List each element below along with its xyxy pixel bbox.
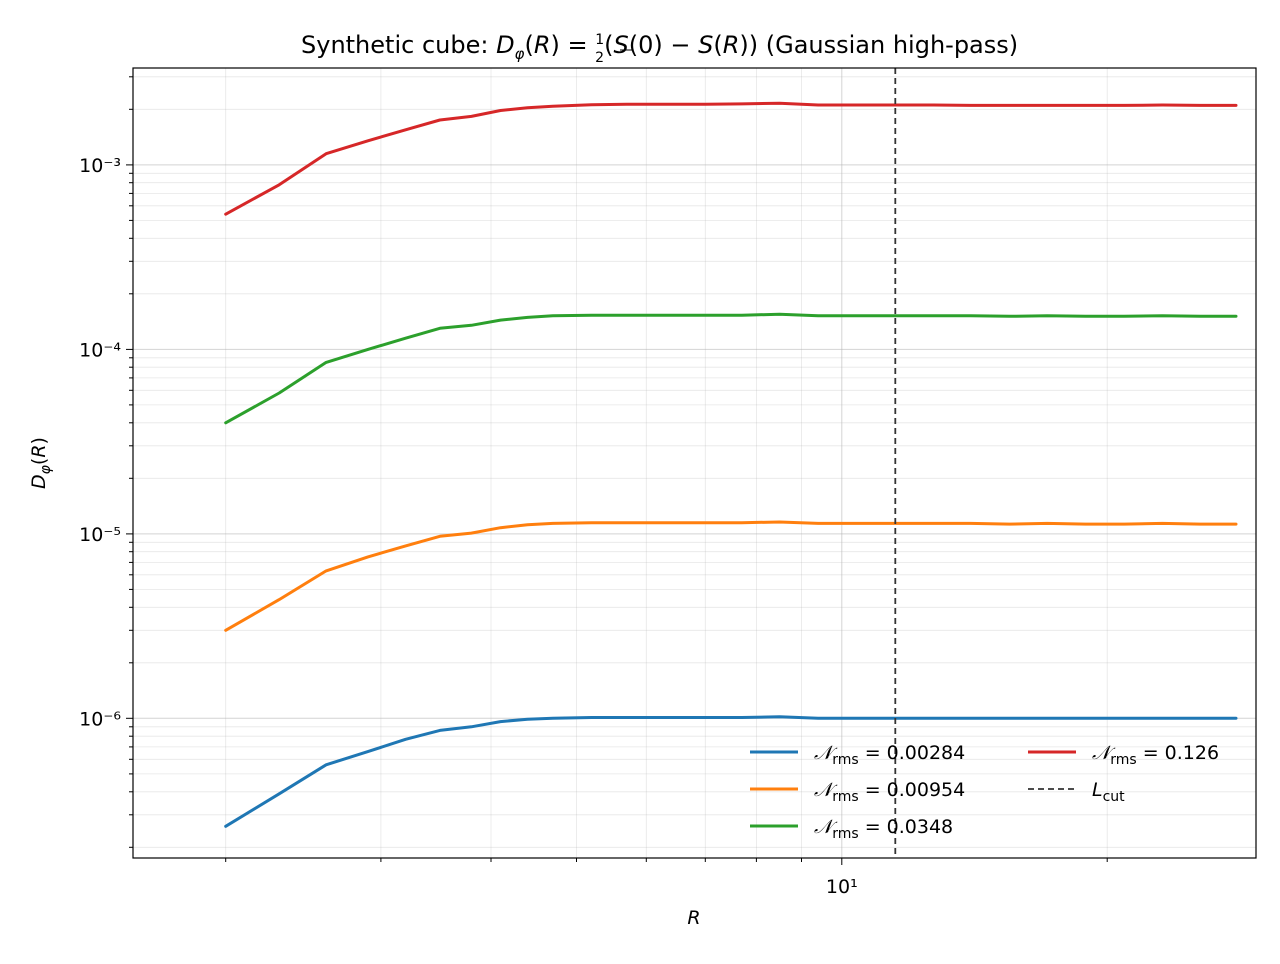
legend-label-series-4: 𝒩rms = 0.126 — [1092, 742, 1219, 768]
series-line-4 — [224, 101, 1238, 216]
series-line-1 — [224, 715, 1238, 828]
y-axis-label: Dφ(R) — [28, 437, 54, 489]
legend-label-series-2: 𝒩rms = 0.00954 — [814, 779, 965, 805]
series-line-3 — [224, 312, 1238, 425]
grid — [133, 68, 1256, 858]
y-tick-label: 10⁻⁶ — [79, 708, 121, 730]
series-line-2 — [224, 520, 1238, 632]
series-group — [224, 68, 1238, 858]
chart-title: Synthetic cube: Dφ(R) = 1 2(S(0) − S(R)) … — [301, 31, 1018, 66]
x-axis-label: R — [687, 907, 700, 929]
legend-label-series-1: 𝒩rms = 0.00284 — [814, 742, 965, 768]
legend-label-series-3: 𝒩rms = 0.0348 — [814, 816, 953, 842]
ticks: 10⁻⁶ 10⁻⁵ 10⁻⁴ 10⁻³ 10¹ — [79, 76, 1108, 898]
y-tick-label: 10⁻⁵ — [79, 524, 121, 546]
y-tick-label: 10⁻³ — [79, 155, 121, 177]
legend: 𝒩rms = 0.00284 𝒩rms = 0.00954 𝒩rms = 0.0… — [750, 742, 1219, 842]
legend-label-lcut: Lcut — [1092, 779, 1125, 805]
x-tick-label: 10¹ — [826, 876, 858, 898]
plot-frame — [132, 67, 1257, 859]
y-tick-label: 10⁻⁴ — [79, 339, 121, 361]
